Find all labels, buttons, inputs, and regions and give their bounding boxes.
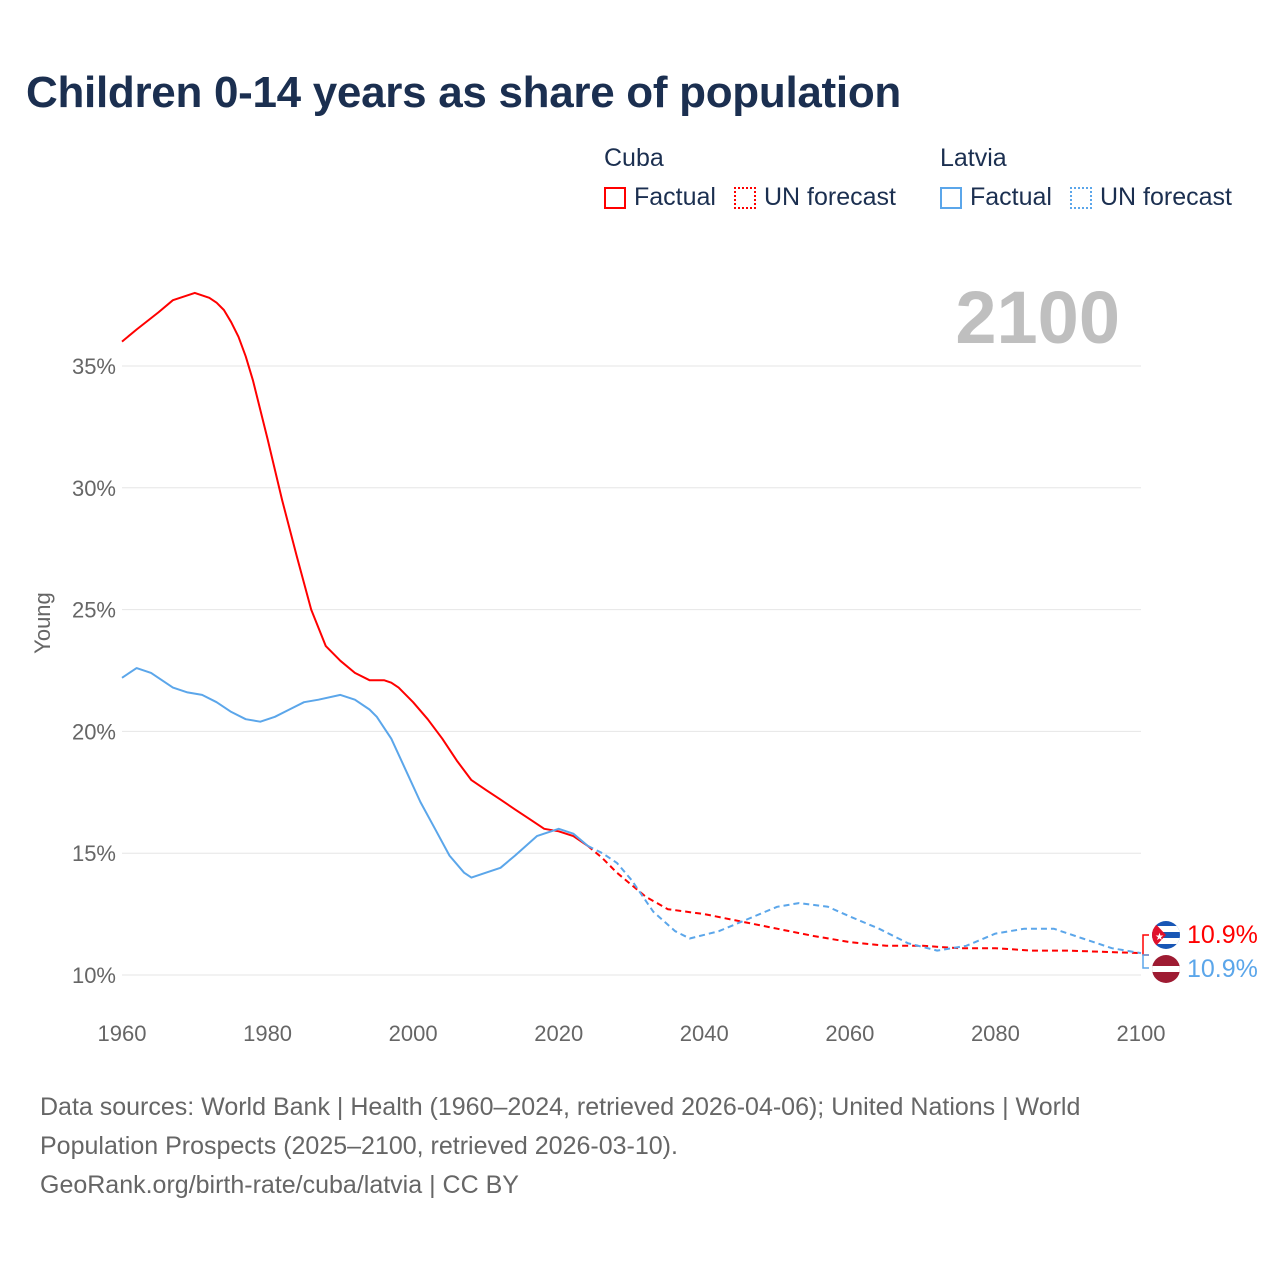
cuba-connector: [1142, 934, 1149, 956]
y-tick-label: 10%: [72, 963, 116, 988]
year-label: 2100: [955, 276, 1120, 359]
legend-cuba-forecast[interactable]: UN forecast: [763, 183, 896, 211]
legend-latvia-factual[interactable]: Factual: [970, 183, 1052, 211]
y-axis-label: Young: [30, 592, 55, 654]
y-tick-label: 30%: [72, 476, 116, 501]
latvia-end-label: 10.9%: [1187, 955, 1258, 983]
y-tick-label: 15%: [72, 841, 116, 866]
x-tick-label: 1960: [98, 1021, 147, 1046]
series-line-latvia-un-forecast: [587, 845, 1142, 955]
x-tick-label: 1980: [243, 1021, 292, 1046]
cuba-end-label: 10.9%: [1187, 921, 1258, 949]
latvia-flag-icon: [1152, 955, 1180, 983]
legend-cuba-factual-swatch: [604, 186, 626, 209]
footer-sources-1: Data sources: World Bank | Health (1960–…: [40, 1093, 1081, 1121]
cuba-flag-icon: ★: [1152, 921, 1180, 949]
footer-sources-2: Population Prospects (2025–2100, retriev…: [40, 1132, 678, 1160]
series-line-cuba-un-forecast: [587, 845, 1142, 955]
legend-latvia: Latvia Factual UN forecast: [940, 144, 1250, 212]
y-tick-label: 20%: [72, 719, 116, 744]
x-tick-label: 2040: [680, 1021, 729, 1046]
x-tick-label: 2100: [1117, 1021, 1166, 1046]
x-tick-label: 2080: [971, 1021, 1020, 1046]
legend-latvia-forecast[interactable]: UN forecast: [1099, 183, 1232, 211]
legend-latvia-forecast-swatch: [1069, 186, 1092, 209]
x-tick-label: 2020: [534, 1021, 583, 1046]
end-markers: ★ 10.9% 10.9%: [1142, 921, 1258, 983]
chart-title: Children 0-14 years as share of populati…: [26, 68, 901, 117]
series-line-cuba-factual: [121, 291, 589, 847]
x-tick-label: 2060: [825, 1021, 874, 1046]
latvia-connector: [1142, 954, 1149, 969]
svg-text:★: ★: [1155, 932, 1164, 943]
legend-latvia-name: Latvia: [940, 144, 1007, 172]
legend-cuba-name: Cuba: [604, 144, 664, 172]
legend-cuba-factual[interactable]: Factual: [634, 183, 716, 211]
y-tick-label: 35%: [72, 354, 116, 379]
legend-latvia-factual-swatch: [940, 186, 962, 209]
footer-link[interactable]: GeoRank.org/birth-rate/cuba/latvia | CC …: [40, 1171, 519, 1199]
footer: Data sources: World Bank | Health (1960–…: [40, 1088, 1240, 1205]
legend-cuba: Cuba Factual UN forecast: [604, 144, 914, 212]
series-line-latvia-factual: [121, 667, 589, 879]
legend-cuba-forecast-swatch: [733, 186, 756, 209]
y-tick-label: 25%: [72, 598, 116, 623]
x-tick-label: 2000: [389, 1021, 438, 1046]
